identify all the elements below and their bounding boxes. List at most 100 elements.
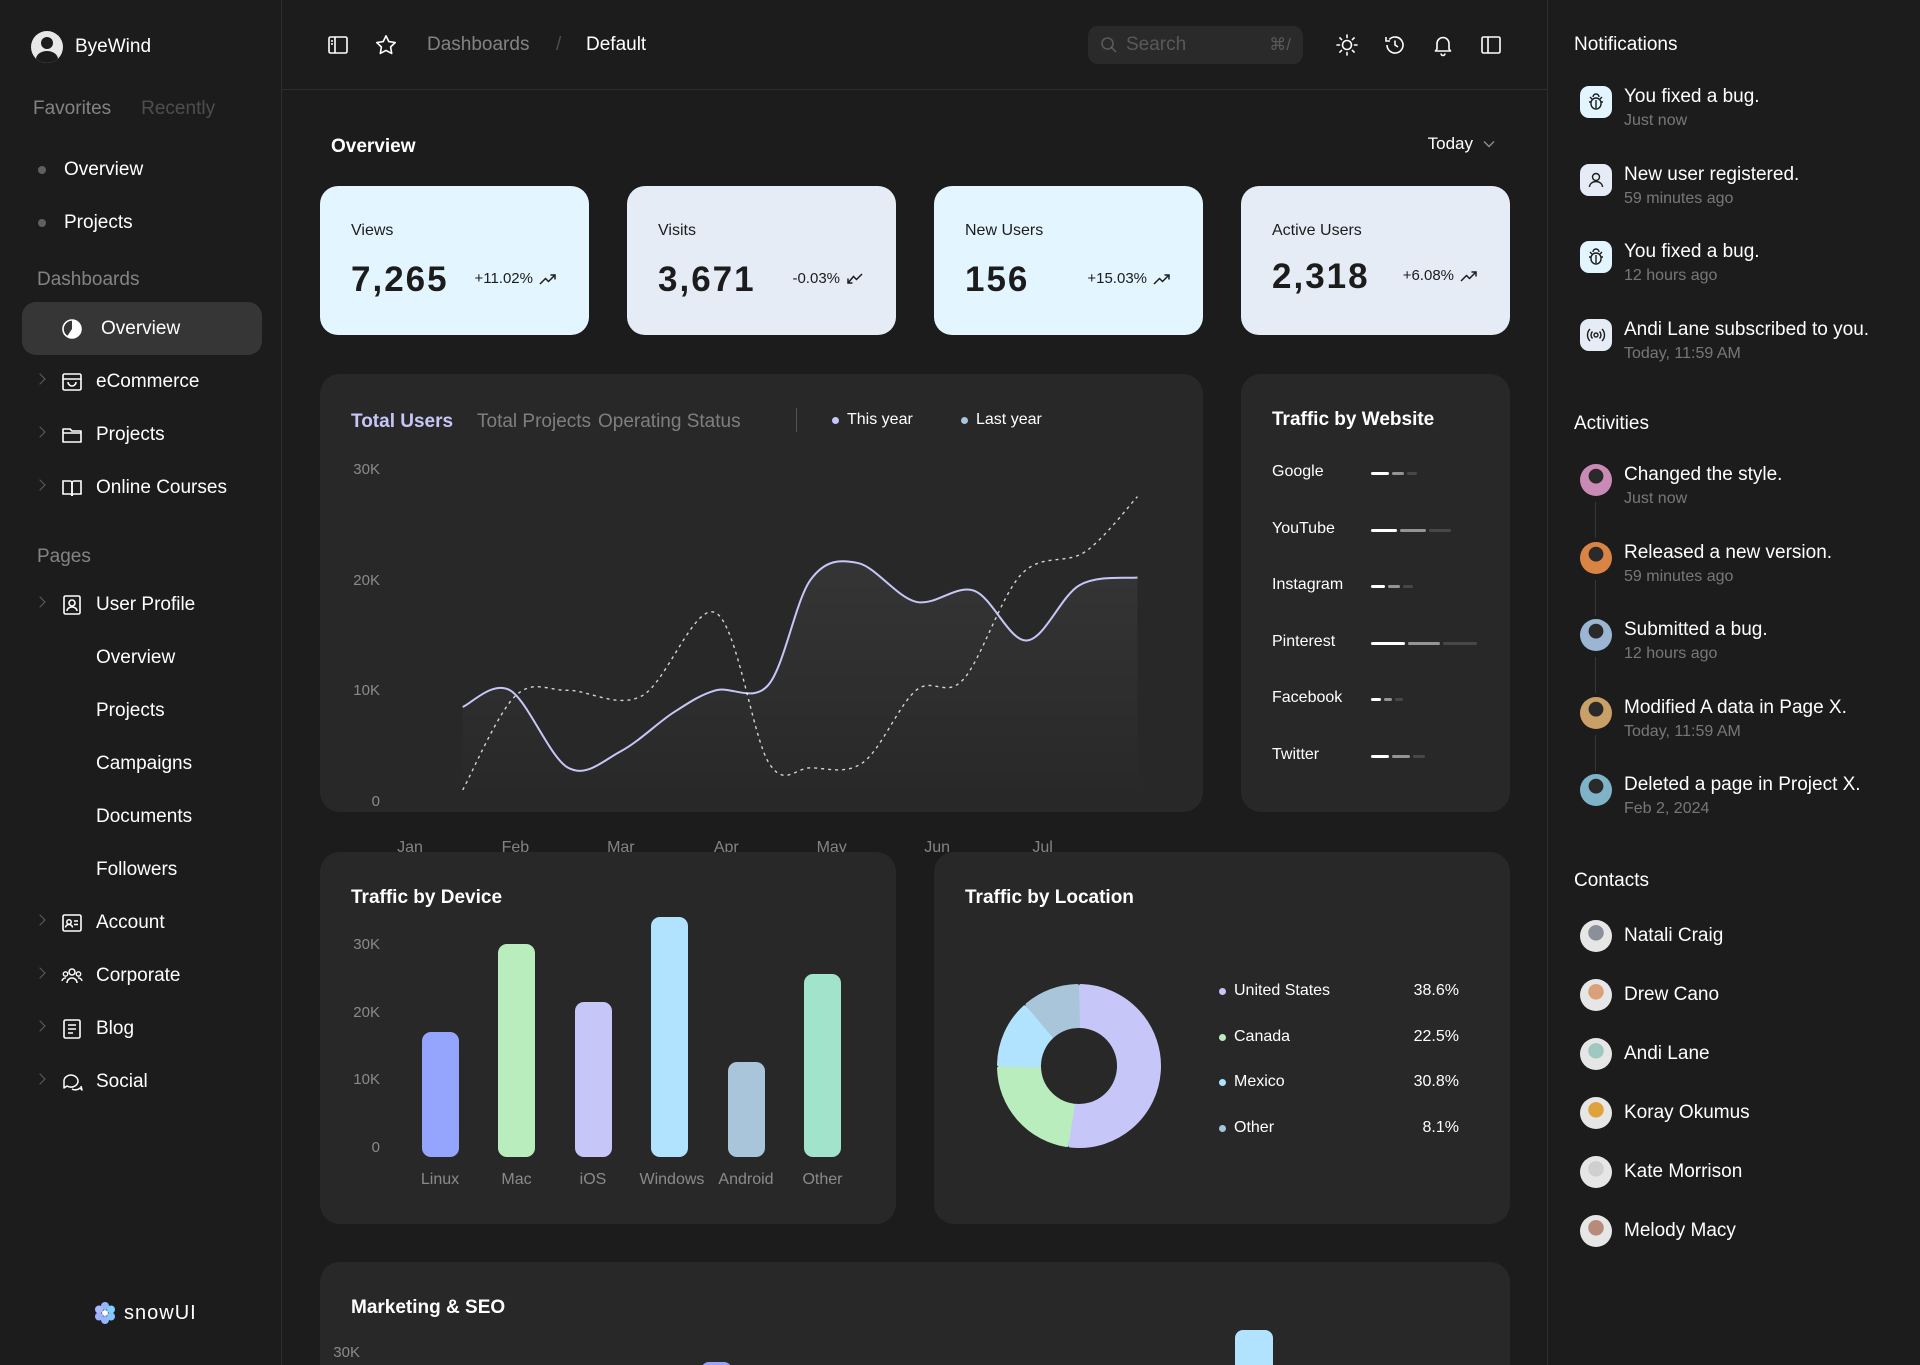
stat-card-active-users[interactable]: Active Users 2,318 +6.08% [1241,186,1510,335]
contact-item[interactable]: Koray Okumus [1580,1097,1750,1129]
sidebar-item-label: Documents [96,805,193,827]
donut-slice-canada [997,1065,1075,1148]
chevron-right-icon[interactable] [34,479,46,491]
website-bar-segment [1371,528,1397,532]
trend-up-icon [539,273,556,285]
sidebar-subitem-campaigns[interactable]: Campaigns [22,737,262,790]
donut-chart-svg [997,984,1161,1148]
sidebar-item-user-profile[interactable]: User Profile [22,578,262,631]
brand[interactable]: ByeWind [31,31,151,63]
favorite-item-overview[interactable]: Overview [38,143,143,196]
contact-name: Koray Okumus [1624,1102,1750,1123]
favorite-item-projects[interactable]: Projects [38,196,143,249]
panel-toggle-icon[interactable] [1479,33,1503,57]
range-dropdown[interactable]: Today [1428,134,1495,154]
activity-item[interactable]: Released a new version. 59 minutes ago [1580,541,1832,587]
sidebar-subitem-documents[interactable]: Documents [22,790,262,843]
legend-this-year[interactable]: This year [832,411,913,429]
sidebar-subitem-projects[interactable]: Projects [22,684,262,737]
sidebar-item-overview[interactable]: Overview [22,302,262,355]
legend-dot [1219,1079,1226,1086]
activity-item[interactable]: Submitted a bug. 12 hours ago [1580,619,1768,664]
notification-item[interactable]: You fixed a bug. 12 hours ago [1580,241,1760,286]
contact-item[interactable]: Andi Lane [1580,1038,1710,1070]
notification-item[interactable]: You fixed a bug. Just now [1580,86,1760,131]
sidebar-item-blog[interactable]: Blog [22,1002,262,1055]
stat-label: Visits [658,222,696,239]
activity-item[interactable]: Modified A data in Page X. Today, 11:59 A… [1580,696,1847,742]
pie-chart-icon [62,319,82,339]
sidebar-item-online-courses[interactable]: Online Courses [22,461,262,514]
contact-item[interactable]: Melody Macy [1580,1215,1736,1247]
contact-item[interactable]: Kate Morrison [1580,1156,1742,1188]
breadcrumb-current[interactable]: Default [586,34,647,55]
contact-item[interactable]: Natali Craig [1580,920,1723,952]
sidebar-toggle-icon[interactable] [326,33,350,57]
history-icon[interactable] [1383,33,1407,57]
stat-label: Views [351,222,394,239]
tab-total-projects[interactable]: Total Projects [477,411,592,432]
contact-item[interactable]: Drew Cano [1580,979,1719,1011]
sidebar-item-social[interactable]: Social [22,1055,262,1108]
activity-time: Feb 2, 2024 [1624,800,1710,817]
search-placeholder: Search [1126,34,1187,55]
stat-card-visits[interactable]: Visits 3,671 -0.03% [627,186,896,335]
chevron-right-icon[interactable] [34,373,46,385]
stat-change-text: +6.08% [1402,267,1454,284]
sidebar-subitem-followers[interactable]: Followers [22,843,262,896]
notification-item[interactable]: Andi Lane subscribed to you. Today, 11:59… [1580,318,1869,364]
sidebar-subitem-overview[interactable]: Overview [22,631,262,684]
stat-card-new-users[interactable]: New Users 156 +15.03% [934,186,1203,335]
breadcrumb-separator: / [556,34,562,55]
chevron-right-icon[interactable] [34,426,46,438]
y-tick-label: 30K [353,936,380,953]
star-icon[interactable] [374,33,398,57]
book-icon [62,480,82,497]
tab-operating-status[interactable]: Operating Status [598,411,741,432]
activity-item[interactable]: Changed the style. Just now [1580,464,1782,509]
newspaper-icon [63,1019,81,1039]
bar-windows [651,916,688,1157]
stat-value: 2,318 [1272,257,1370,296]
sun-icon[interactable] [1335,33,1359,57]
bell-icon[interactable] [1431,33,1455,57]
search-input[interactable]: Search ⌘/ [1088,26,1303,64]
legend-value: 22.5% [1413,1027,1459,1045]
tab-total-users[interactable]: Total Users [351,411,454,432]
stat-change-text: +15.03% [1087,270,1147,287]
chevron-right-icon[interactable] [34,967,46,979]
tab-recently[interactable]: Recently [141,98,216,119]
breadcrumb-dashboards[interactable]: Dashboards [427,34,530,55]
sidebar-item-projects[interactable]: Projects [22,408,262,461]
website-label: Instagram [1272,576,1344,593]
snowui-logo[interactable]: snowUI [92,1300,197,1326]
x-tick-label: Jan [397,839,423,856]
sidebar-item-label: eCommerce [96,370,200,392]
sidebar-item-corporate[interactable]: Corporate [22,949,262,1002]
sidebar-item-account[interactable]: Account [22,896,262,949]
website-bar-segment [1388,585,1400,588]
website-bar-segment [1395,698,1403,701]
avatar [1580,1038,1612,1070]
chevron-right-icon[interactable] [34,914,46,926]
x-tick-label: Feb [501,839,530,856]
tab-favorites[interactable]: Favorites [33,98,112,119]
stat-card-views[interactable]: Views 7,265 +11.02% [320,186,589,335]
contact-name: Melody Macy [1624,1220,1736,1241]
notifications-title: Notifications [1574,34,1678,55]
legend-label: United States [1234,982,1331,999]
chevron-right-icon[interactable] [34,1073,46,1085]
notification-item[interactable]: New user registered. 59 minutes ago [1580,163,1799,209]
chevron-right-icon[interactable] [34,1020,46,1032]
chevron-right-icon[interactable] [34,596,46,608]
bar-ios [574,1001,612,1157]
top-bar: Dashboards / Default Search ⌘/ [282,0,1547,90]
bullet-icon [38,165,46,174]
legend-last-year[interactable]: Last year [961,411,1042,429]
brand-name: ByeWind [75,36,152,57]
stat-change-text: +11.02% [474,270,533,287]
activity-item[interactable]: Deleted a page in Project X. Feb 2, 2024 [1580,774,1861,819]
notification-text: New user registered. 59 minutes ago [1624,164,1799,209]
sidebar-item-ecommerce[interactable]: eCommerce [22,355,262,408]
stat-change: +11.02% [474,270,557,287]
